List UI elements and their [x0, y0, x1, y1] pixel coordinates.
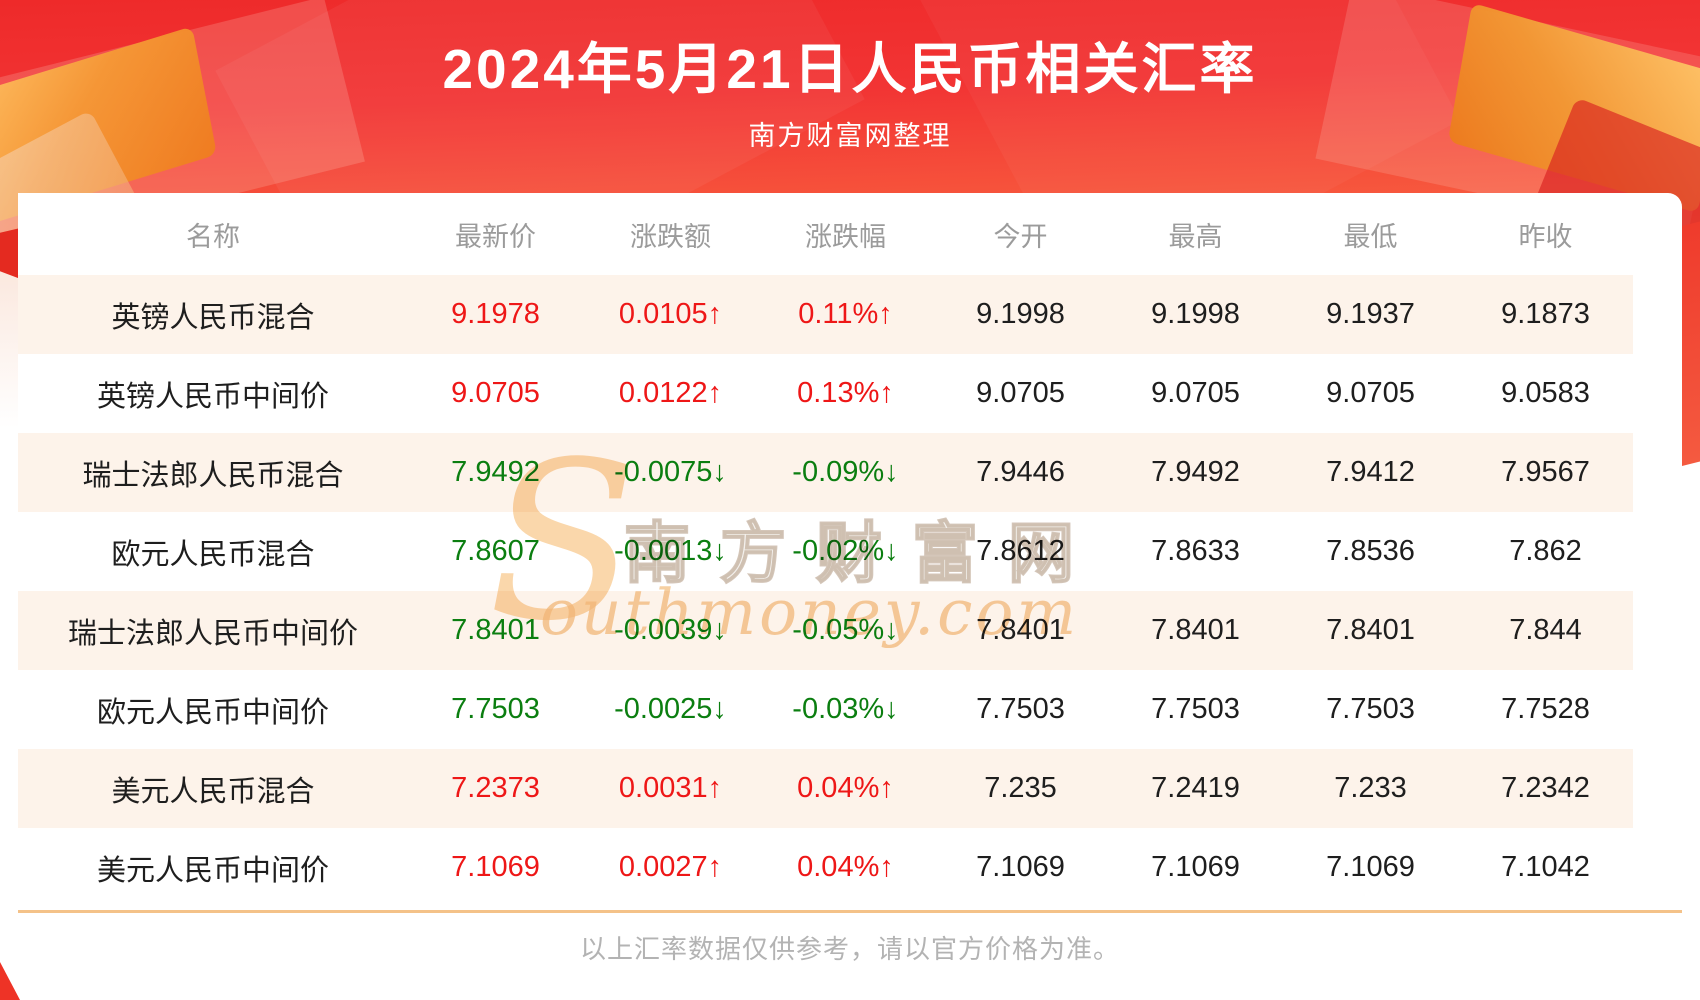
high-cell: 7.1069	[1151, 851, 1240, 883]
change-cell: -0.0025↓	[614, 693, 727, 725]
prev-close-cell: 9.1873	[1458, 275, 1633, 354]
rates-table: 名称 最新价 涨跌额 涨跌幅 今开 最高 最低 昨收 英镑人民币混合 9.1978 0.0105↑…	[18, 193, 1633, 907]
high-cell: 7.7503	[1151, 693, 1240, 725]
column-header-3: 涨跌额	[583, 193, 758, 275]
latest-cell: 7.2373	[408, 749, 583, 828]
rates-card: 名称 最新价 涨跌额 涨跌幅 今开 最高 最低 昨收 英镑人民币混合 9.1978 0.0105↑…	[18, 193, 1682, 964]
latest-cell: 9.1978	[408, 275, 583, 354]
open-cell: 7.9446	[933, 433, 1108, 512]
latest-cell: 7.1069	[451, 851, 540, 883]
change-cell: 0.0105↑	[583, 275, 758, 354]
change-cell: -0.0039↓	[583, 591, 758, 670]
column-header-8: 昨收	[1458, 193, 1633, 275]
low-cell: 7.7503	[1326, 693, 1415, 725]
prev-close-cell: 7.9567	[1458, 433, 1633, 512]
table-row: 欧元人民币混合 7.8607 -0.0013↓ -0.02%↓ 7.8612 7.8633…	[18, 512, 1633, 591]
pct-cell: -0.03%↓	[792, 693, 899, 725]
page-subtitle: 南方财富网整理	[748, 121, 952, 151]
low-cell: 7.8401	[1283, 591, 1458, 670]
open-cell: 9.0705	[976, 377, 1065, 409]
prev-close-cell: 9.0583	[1501, 377, 1590, 409]
high-cell: 9.0705	[1151, 377, 1240, 409]
table-row: 美元人民币混合 7.2373 0.0031↑ 0.04%↑ 7.235 7.2419 7.2…	[18, 749, 1633, 828]
change-cell: -0.0013↓	[614, 535, 727, 567]
prev-close-cell: 7.862	[1509, 535, 1582, 567]
high-cell: 7.2419	[1108, 749, 1283, 828]
table-header-row: 名称 最新价 涨跌额 涨跌幅 今开 最高 最低 昨收	[18, 193, 1633, 275]
open-cell: 7.8401	[933, 591, 1108, 670]
low-cell: 7.233	[1283, 749, 1458, 828]
name-cell: 瑞士法郎人民币混合	[18, 433, 408, 512]
column-header-6: 最高	[1108, 193, 1283, 275]
pct-cell: 0.04%↑	[797, 851, 894, 883]
change-cell: -0.0075↓	[583, 433, 758, 512]
column-header-4: 涨跌幅	[758, 193, 933, 275]
name-cell: 英镑人民币混合	[18, 275, 408, 354]
low-cell: 7.8536	[1326, 535, 1415, 567]
table-row: 美元人民币中间价 7.1069 0.0027↑ 0.04%↑ 7.1069 7.1069 7…	[18, 828, 1633, 907]
name-cell: 英镑人民币中间价	[96, 380, 329, 413]
latest-cell: 7.8607	[451, 535, 540, 567]
table-row: 英镑人民币中间价 9.0705 0.0122↑ 0.13%↑ 9.0705 9.0705 9…	[18, 354, 1633, 433]
table-row: 欧元人民币中间价 7.7503 -0.0025↓ -0.03%↓ 7.7503 7.750…	[18, 670, 1633, 749]
pct-cell: -0.05%↓	[758, 591, 933, 670]
prev-close-cell: 7.7528	[1501, 693, 1590, 725]
column-header-5: 今开	[933, 193, 1108, 275]
name-cell: 美元人民币混合	[18, 749, 408, 828]
change-cell: 0.0027↑	[618, 851, 723, 883]
high-cell: 7.8401	[1108, 591, 1283, 670]
column-header-1: 名称	[18, 193, 408, 275]
column-header-7: 最低	[1283, 193, 1458, 275]
prev-close-cell: 7.1042	[1501, 851, 1590, 883]
open-cell: 9.1998	[933, 275, 1108, 354]
low-cell: 9.1937	[1283, 275, 1458, 354]
page-title: 2024年5月21日人民币相关汇率	[442, 38, 1258, 100]
table-row: 瑞士法郎人民币中间价 7.8401 -0.0039↓ -0.05%↓ 7.8401 7.8…	[18, 591, 1633, 670]
open-cell: 7.235	[933, 749, 1108, 828]
high-cell: 7.8633	[1151, 535, 1240, 567]
latest-cell: 7.9492	[408, 433, 583, 512]
high-cell: 9.1998	[1108, 275, 1283, 354]
footer-note: 以上汇率数据仅供参考，请以官方价格为准。	[579, 934, 1120, 964]
decorative-wedge	[0, 962, 20, 1000]
table-row: 瑞士法郎人民币混合 7.9492 -0.0075↓ -0.09%↓ 7.9446 7.94…	[18, 433, 1633, 512]
low-cell: 7.9412	[1283, 433, 1458, 512]
open-cell: 7.7503	[976, 693, 1065, 725]
change-cell: 0.0122↑	[618, 377, 723, 409]
pct-cell: 0.04%↑	[758, 749, 933, 828]
low-cell: 9.0705	[1326, 377, 1415, 409]
name-cell: 美元人民币中间价	[96, 854, 329, 887]
latest-cell: 9.0705	[451, 377, 540, 409]
high-cell: 7.9492	[1108, 433, 1283, 512]
open-cell: 7.8612	[976, 535, 1065, 567]
pct-cell: 0.13%↑	[797, 377, 894, 409]
pct-cell: -0.09%↓	[758, 433, 933, 512]
name-cell: 欧元人民币混合	[111, 538, 315, 571]
change-cell: 0.0031↑	[583, 749, 758, 828]
table-row: 英镑人民币混合 9.1978 0.0105↑ 0.11%↑ 9.1998 9.1998 9.…	[18, 275, 1633, 354]
name-cell: 欧元人民币中间价	[96, 696, 329, 729]
prev-close-cell: 7.2342	[1458, 749, 1633, 828]
pct-cell: -0.02%↓	[792, 535, 899, 567]
column-header-2: 最新价	[408, 193, 583, 275]
open-cell: 7.1069	[976, 851, 1065, 883]
low-cell: 7.1069	[1326, 851, 1415, 883]
pct-cell: 0.11%↑	[758, 275, 933, 354]
name-cell: 瑞士法郎人民币中间价	[18, 591, 408, 670]
prev-close-cell: 7.844	[1458, 591, 1633, 670]
latest-cell: 7.8401	[408, 591, 583, 670]
footer-divider	[18, 910, 1682, 913]
latest-cell: 7.7503	[451, 693, 540, 725]
